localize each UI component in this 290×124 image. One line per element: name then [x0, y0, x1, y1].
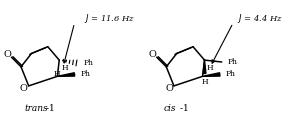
Text: 1: 1 [182, 104, 188, 113]
Text: Ph: Ph [83, 59, 93, 67]
Text: $J$ = 4.4 Hz: $J$ = 4.4 Hz [237, 12, 283, 25]
Text: H: H [61, 64, 68, 72]
Text: Ph: Ph [80, 70, 90, 78]
Text: -: - [179, 104, 182, 113]
Text: H: H [206, 64, 213, 72]
Text: 1: 1 [49, 104, 55, 113]
Text: -: - [45, 104, 48, 113]
Text: cis: cis [164, 104, 176, 113]
Text: trans: trans [24, 104, 48, 113]
Text: Ph: Ph [226, 70, 235, 78]
Polygon shape [57, 73, 75, 76]
Text: H: H [54, 70, 61, 78]
Text: H: H [201, 78, 208, 86]
Text: O: O [4, 50, 12, 59]
Text: O: O [149, 50, 157, 59]
Polygon shape [203, 60, 206, 73]
Text: O: O [20, 84, 28, 93]
Text: $J$ = 11.6 Hz: $J$ = 11.6 Hz [84, 12, 135, 25]
Text: Ph: Ph [227, 58, 238, 66]
Polygon shape [203, 73, 220, 76]
Text: O: O [165, 84, 173, 93]
